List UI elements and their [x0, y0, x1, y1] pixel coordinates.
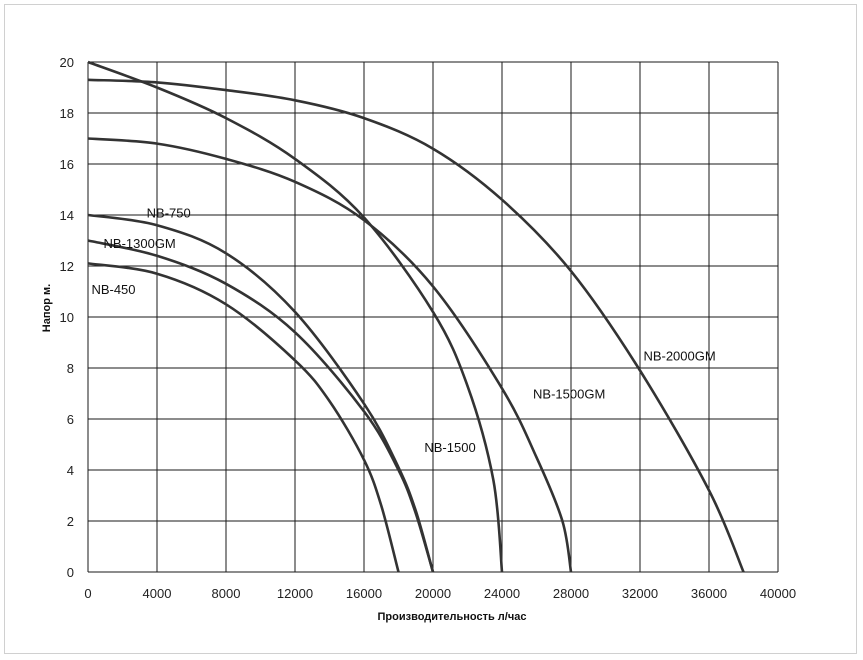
y-tick-label: 12 [60, 259, 74, 274]
curve-label-nb-450: NB-450 [91, 282, 135, 297]
curve-nb-2000gm [87, 78, 745, 573]
y-tick-label: 4 [67, 463, 74, 478]
y-tick-label: 16 [60, 157, 74, 172]
curve-nb-750 [87, 213, 435, 573]
curve-label-nb-1300gm: NB-1300GM [104, 236, 176, 251]
y-tick-label: 0 [67, 565, 74, 580]
chart-frame [4, 4, 857, 654]
x-tick-label: 4000 [143, 586, 172, 601]
curve-labels: NB-750 NB-1300GM NB-450 NB-1500 NB-1500GM NB-… [91, 206, 715, 456]
x-tick-label: 8000 [212, 586, 241, 601]
x-tick-label: 40000 [760, 586, 796, 601]
x-tick-label: 36000 [691, 586, 727, 601]
y-tick-label: 20 [60, 55, 74, 70]
x-tick-label: 12000 [277, 586, 313, 601]
x-axis-title: Производительность л/час [378, 611, 527, 623]
x-tick-label: 32000 [622, 586, 658, 601]
curve-label-nb-750: NB-750 [147, 206, 191, 221]
y-tick-label: 2 [67, 514, 74, 529]
y-tick-label: 14 [60, 208, 74, 223]
curve-nb-450 [87, 262, 400, 573]
curve-nb-1300gm [87, 239, 435, 573]
x-tick-label: 28000 [553, 586, 589, 601]
x-tick-label: 16000 [346, 586, 382, 601]
y-tick-label: 6 [67, 412, 74, 427]
y-tick-label: 8 [67, 361, 74, 376]
curve-label-nb-2000gm: NB-2000GM [643, 348, 715, 363]
grid [87, 61, 779, 573]
y-tick-labels: 0 2 4 6 8 10 12 14 16 18 20 [60, 55, 74, 580]
curves [87, 60, 745, 573]
x-tick-labels: 0 4000 8000 12000 16000 20000 24000 28000 32000 3… [84, 586, 796, 601]
curve-nb-1500gm [87, 137, 573, 573]
x-tick-label: 24000 [484, 586, 520, 601]
curve-label-nb-1500gm: NB-1500GM [533, 387, 605, 402]
x-tick-label: 20000 [415, 586, 451, 601]
y-tick-label: 18 [60, 106, 74, 121]
y-axis-title: Напор м. [41, 284, 53, 332]
y-tick-label: 10 [60, 310, 74, 325]
x-tick-label: 0 [84, 586, 91, 601]
curve-label-nb-1500: NB-1500 [424, 440, 475, 455]
